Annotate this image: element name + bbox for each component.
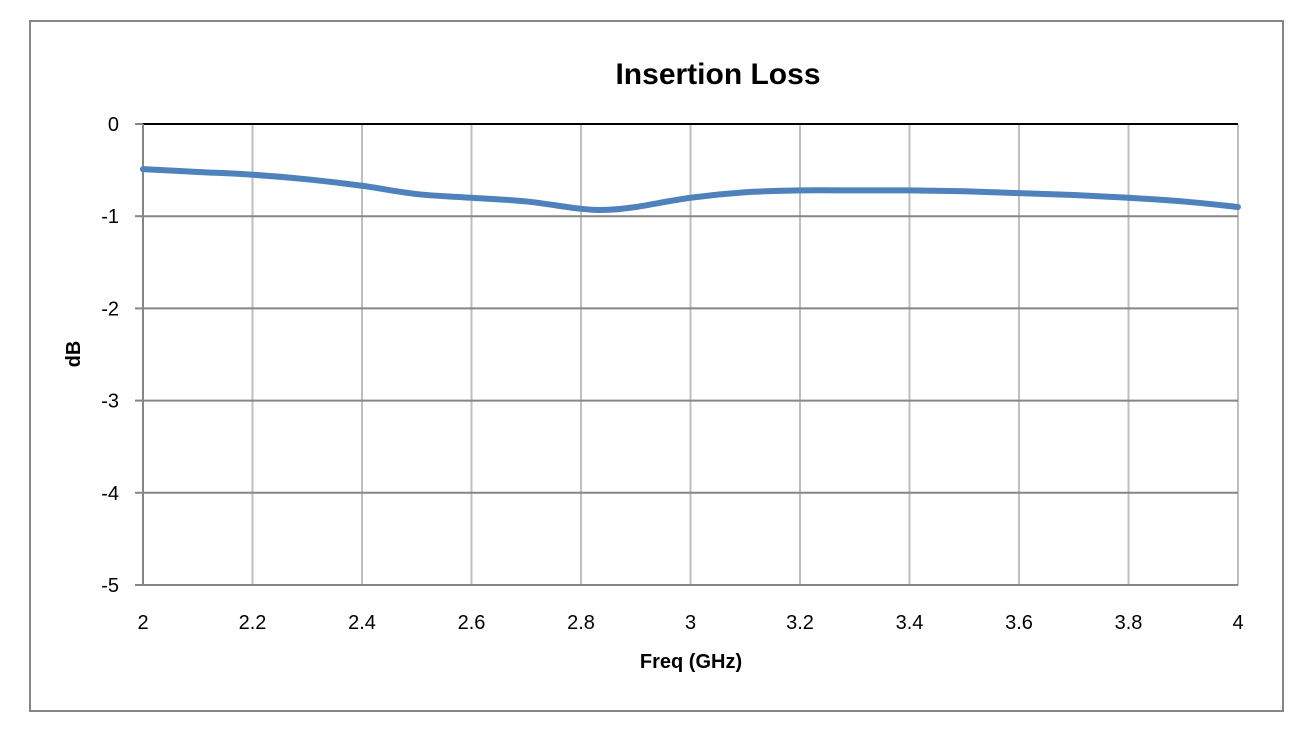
x-tick-label: 3.6 bbox=[1005, 612, 1033, 634]
data-series bbox=[140, 166, 1241, 213]
y-tick-label: -2 bbox=[101, 298, 119, 320]
x-tick-label: 3.2 bbox=[786, 612, 814, 634]
x-tick-label: 2.4 bbox=[348, 612, 376, 634]
x-tick-label: 3.4 bbox=[896, 612, 924, 634]
x-tick-label: 2.8 bbox=[567, 612, 595, 634]
x-axis-label: Freq (GHz) bbox=[640, 651, 742, 673]
insertion-loss-line bbox=[140, 166, 1241, 213]
y-axis-label: dB bbox=[63, 341, 85, 368]
x-tick-label: 4 bbox=[1232, 612, 1243, 634]
y-tick-label: -3 bbox=[101, 391, 119, 413]
y-tick-label: 0 bbox=[108, 114, 119, 136]
tick-labels: 2 2.2 2.4 2.6 2.8 3 3.2 3.4 3.6 3.8 4 0 -1 -2 -3 -4 -5 bbox=[101, 114, 1243, 634]
chart-title: Insertion Loss bbox=[615, 58, 820, 91]
x-tick-label: 2.6 bbox=[458, 612, 486, 634]
axes bbox=[135, 123, 1238, 586]
x-tick-label: 3 bbox=[685, 612, 696, 634]
y-tick-label: -4 bbox=[101, 483, 119, 505]
y-tick-label: -5 bbox=[101, 575, 119, 597]
x-tick-label: 2 bbox=[137, 612, 148, 634]
chart-frame bbox=[29, 20, 1284, 712]
y-tick-label: -1 bbox=[101, 206, 119, 228]
x-tick-label: 2.2 bbox=[239, 612, 267, 634]
x-tick-label: 3.8 bbox=[1115, 612, 1143, 634]
